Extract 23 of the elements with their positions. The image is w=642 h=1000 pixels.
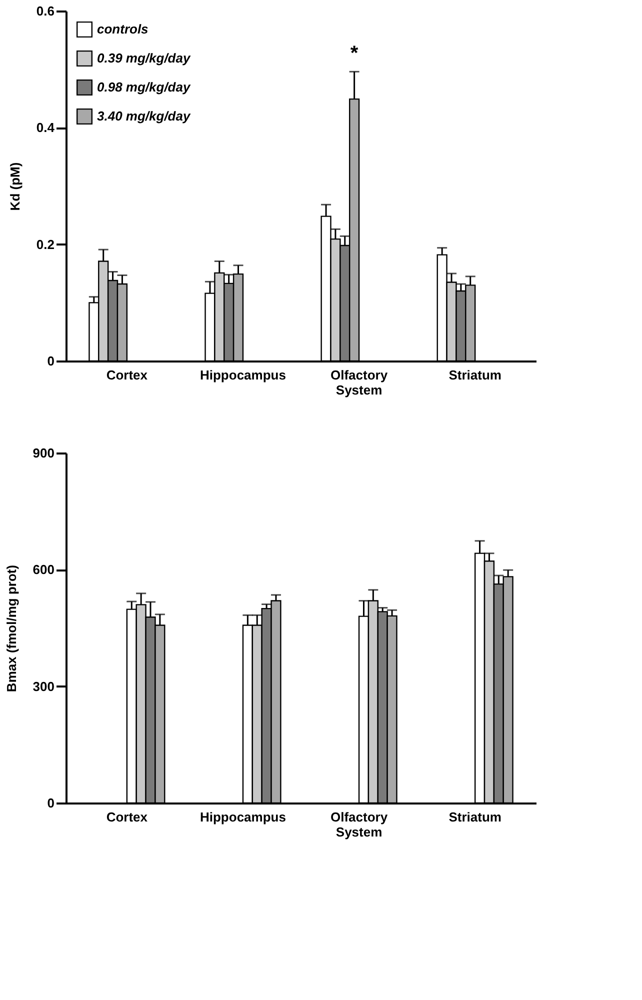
x-tick-label: Striatum <box>448 368 502 382</box>
legend-label: 3.40 mg/kg/day <box>97 108 191 124</box>
legend-label: 0.39 mg/kg/day <box>97 50 191 66</box>
x-tick-label: Cortex <box>106 810 148 824</box>
legend-label: 0.98 mg/kg/day <box>97 80 191 94</box>
x-tick-label: Hippocampus <box>200 368 286 382</box>
y-tick-label: 300 <box>32 678 54 694</box>
x-tick-label: Cortex <box>106 368 148 382</box>
y-axis-title: Kd (pM) <box>7 162 22 211</box>
x-tick-label: Striatum <box>448 810 502 824</box>
y-tick-label: 0 <box>47 796 54 810</box>
y-tick-label: 600 <box>32 562 54 578</box>
y-tick-label: 0.4 <box>36 120 56 136</box>
y-axis-title: Bmax (fmol/mg prot) <box>4 564 19 692</box>
y-tick-label: 900 <box>32 446 54 460</box>
y-tick-label: 0.6 <box>36 4 54 18</box>
y-tick-label: 0.2 <box>36 236 54 252</box>
x-tick-label: Olfactory System <box>330 368 388 398</box>
legend-label: controls <box>97 22 148 36</box>
x-tick-label: Hippocampus <box>200 810 286 824</box>
y-tick-label: 0 <box>47 354 54 368</box>
x-tick-label: Olfactory System <box>330 810 388 840</box>
annotation: * <box>350 42 358 65</box>
